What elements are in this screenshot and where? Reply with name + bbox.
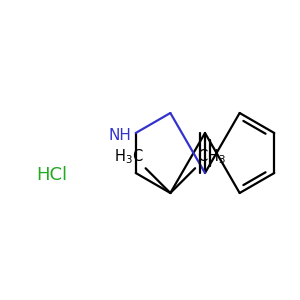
Text: NH: NH bbox=[109, 128, 132, 142]
Text: H$_3$C: H$_3$C bbox=[114, 148, 144, 166]
Text: HCl: HCl bbox=[36, 166, 68, 184]
Text: CH$_3$: CH$_3$ bbox=[197, 148, 226, 166]
